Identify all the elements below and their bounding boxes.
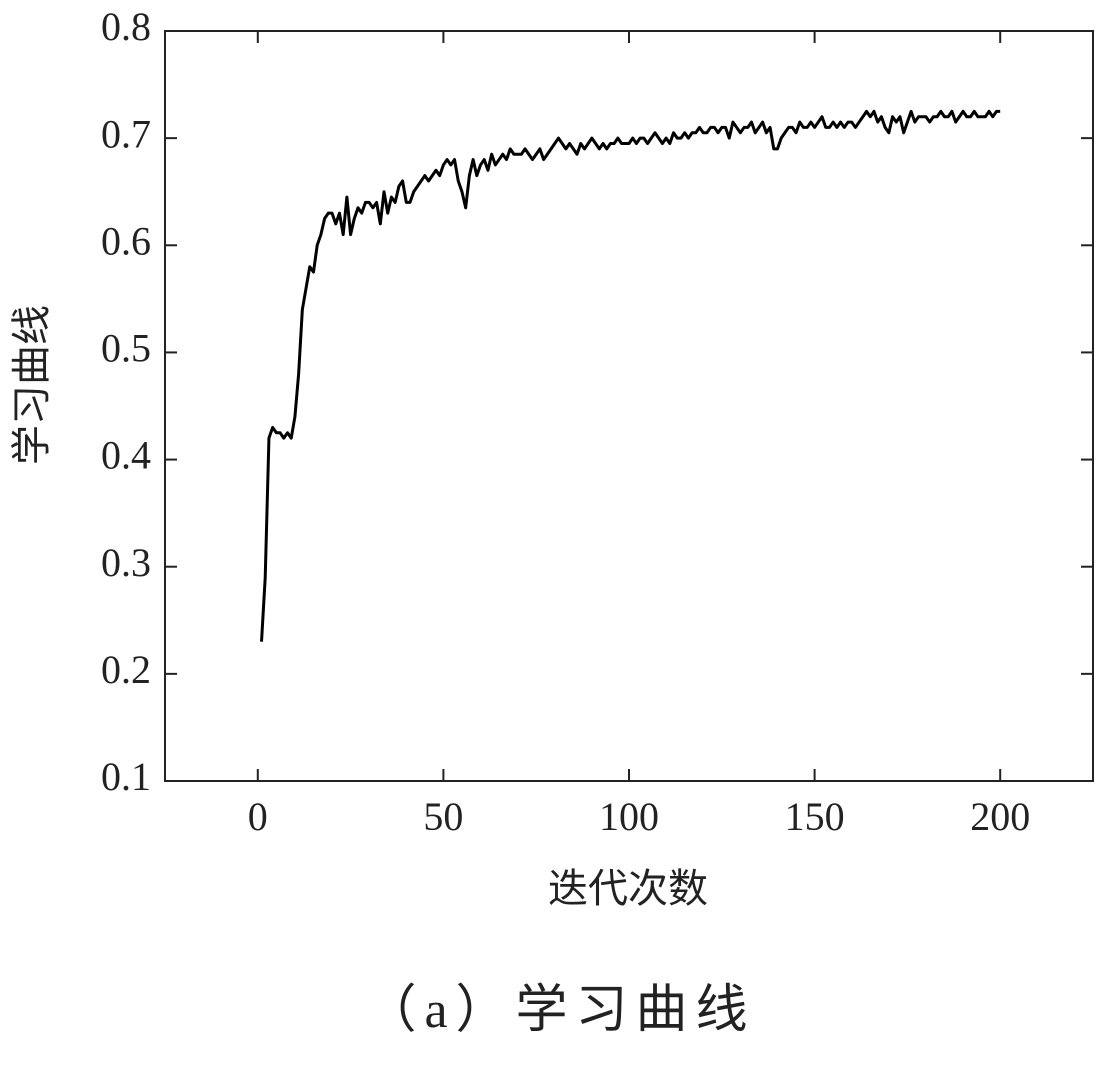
x-tick-label: 100 bbox=[599, 794, 659, 839]
x-tick-label: 0 bbox=[248, 794, 268, 839]
y-tick-label: 0.2 bbox=[101, 647, 151, 692]
y-tick-label: 0.4 bbox=[101, 433, 151, 478]
y-tick-label: 0.3 bbox=[101, 540, 151, 585]
x-tick-label: 50 bbox=[423, 794, 463, 839]
caption: （a）学习曲线 bbox=[364, 982, 755, 1039]
y-tick-label: 0.7 bbox=[101, 111, 151, 156]
x-axis-label: 迭代次数 bbox=[548, 866, 708, 911]
y-axis-label: 学习曲线 bbox=[9, 305, 54, 465]
data-line bbox=[260, 109, 1001, 642]
x-tick-label: 150 bbox=[785, 794, 845, 839]
x-tick-label: 200 bbox=[970, 794, 1030, 839]
y-tick-label: 0.6 bbox=[101, 218, 151, 263]
y-tick-label: 0.1 bbox=[101, 754, 151, 799]
y-tick-label: 0.5 bbox=[101, 326, 151, 371]
y-tick-label: 0.8 bbox=[101, 4, 151, 49]
